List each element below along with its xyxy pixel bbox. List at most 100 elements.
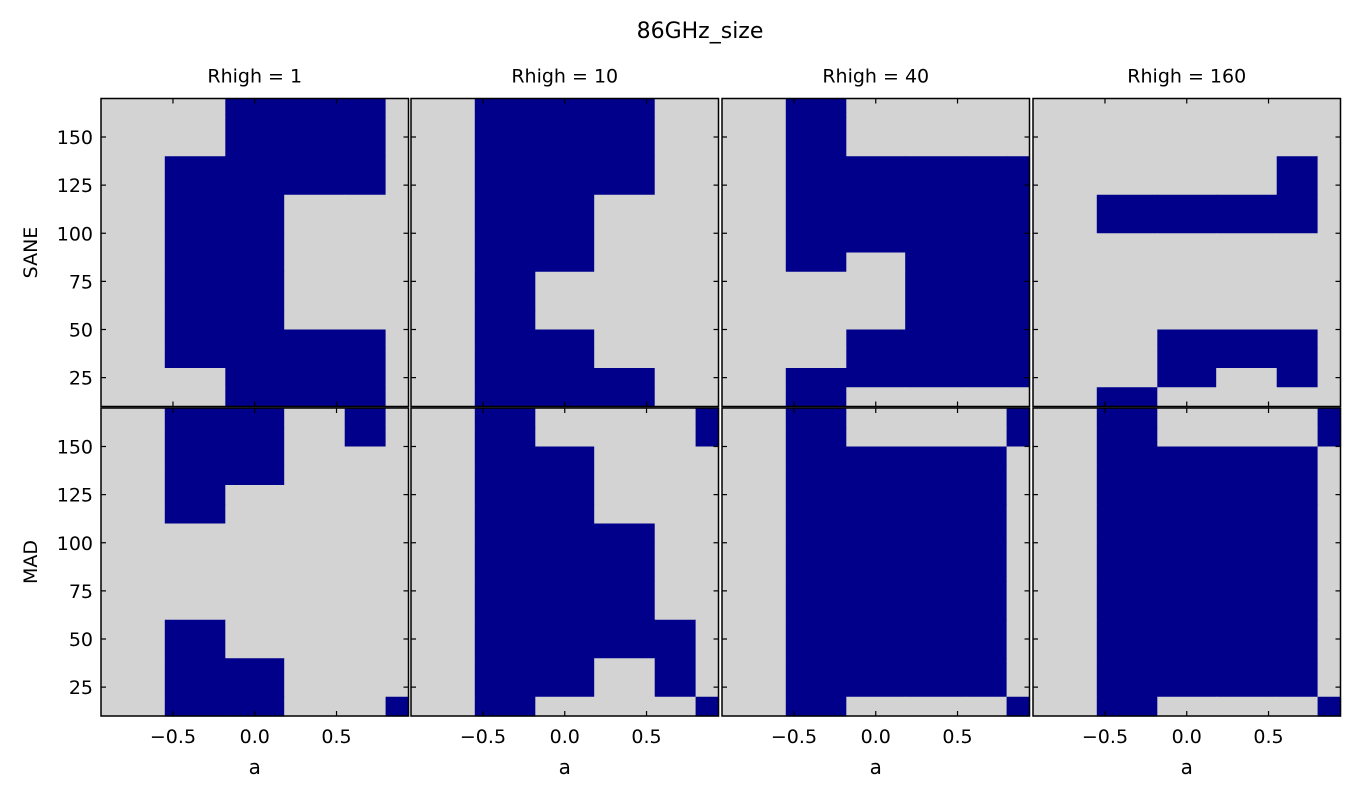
y-tick-label: 150 [57,127,93,149]
heatmap-cell [1096,677,1158,698]
heatmap-cell [385,252,410,273]
heatmap-cell [411,619,476,640]
heatmap-cell [164,523,226,544]
heatmap-cell [1317,137,1342,157]
heatmap-cell [594,156,656,177]
heatmap-cell [164,368,226,388]
heatmap-cell [385,562,410,582]
heatmap-cell [905,271,967,292]
heatmap-cell [1157,117,1217,138]
x-axis-label: a [870,755,882,779]
heatmap-cell [654,348,697,369]
heatmap-cell [722,677,787,698]
heatmap-cell [1216,446,1278,467]
heatmap-cell [785,446,847,467]
column-title: Rhigh = 1 [207,66,302,88]
heatmap-cell [535,194,595,215]
heatmap-cell [535,368,595,388]
heatmap-cell [1317,291,1342,311]
heatmap-cell [1216,137,1278,157]
heatmap-cell [1006,310,1031,331]
heatmap-cell [344,465,387,486]
panel-mad-0: 25 50 75 100 125 150 −0.5 0.0 0.5 a MAD [20,407,410,779]
heatmap-cell [594,137,656,157]
heatmap-cell [164,619,226,640]
heatmap-cell [284,619,346,640]
heatmap-cell [722,117,787,138]
heatmap-cell [1157,214,1217,234]
heatmap-cell [722,485,787,505]
heatmap-cell [1006,137,1031,157]
heatmap-cell [785,214,847,234]
heatmap-cell [284,117,346,138]
heatmap-cell [101,485,166,505]
heatmap-cell [1096,446,1158,467]
heatmap-cell [284,175,346,196]
heatmap-cell [1216,117,1278,138]
heatmap-cell [846,233,906,254]
heatmap-cell [385,271,410,292]
heatmap-cell [1216,252,1278,273]
heatmap-cell [1096,658,1158,679]
heatmap-cell [785,329,847,350]
heatmap-cell [695,600,720,621]
heatmap-cell [225,175,285,196]
heatmap-cell [965,600,1008,621]
heatmap-cell [1276,214,1319,234]
heatmap-cell [594,581,656,602]
heatmap-cell [1216,677,1278,698]
heatmap-cell [344,387,387,408]
heatmap-cell [344,504,387,525]
heatmap-cell [785,427,847,448]
heatmap-cell [101,504,166,525]
heatmap-cell [846,291,906,311]
heatmap-cell [965,465,1008,486]
heatmap-cell [722,465,787,486]
heatmap-cell [846,271,906,292]
heatmap-cell [474,562,536,582]
heatmap-cell [225,98,285,119]
heatmap-cell [846,677,906,698]
heatmap-cell [1276,427,1319,448]
heatmap-cell [474,408,536,428]
heatmap-cell [225,233,285,254]
heatmap-cell [1096,252,1158,273]
heatmap-cell [785,271,847,292]
heatmap-cell [411,233,476,254]
heatmap-cell [284,485,346,505]
y-tick-label: 25 [69,368,93,390]
heatmap-cell [284,233,346,254]
heatmap-cell [965,446,1008,467]
heatmap-cell [1157,348,1217,369]
heatmap-cell [654,427,697,448]
heatmap-cell [284,194,346,215]
heatmap-cell [965,98,1008,119]
heatmap-cell [474,368,536,388]
x-tick-label: 0.5 [942,726,972,748]
heatmap-cell [1317,446,1342,467]
heatmap-cell [594,175,656,196]
heatmap-cell [411,504,476,525]
heatmap-cell [1157,194,1217,215]
heatmap-cell [385,156,410,177]
heatmap-cell [344,194,387,215]
heatmap-cell [1096,523,1158,544]
heatmap-cell [695,98,720,119]
heatmap-cell [654,175,697,196]
heatmap-cell [965,117,1008,138]
heatmap-cell [1096,562,1158,582]
heatmap-cell [474,329,536,350]
heatmap-cell [785,677,847,698]
heatmap-cell [1006,465,1031,486]
heatmap-cell [474,98,536,119]
heatmap-cell [1157,542,1217,563]
heatmap-cell [846,523,906,544]
heatmap-cell [385,117,410,138]
heatmap-cell [594,523,656,544]
column-title: Rhigh = 10 [511,66,618,88]
heatmap-cell [164,214,226,234]
heatmap-cell [344,677,387,698]
heatmap-cell [846,137,906,157]
heatmap-cell [905,465,967,486]
heatmap-cell [905,137,967,157]
